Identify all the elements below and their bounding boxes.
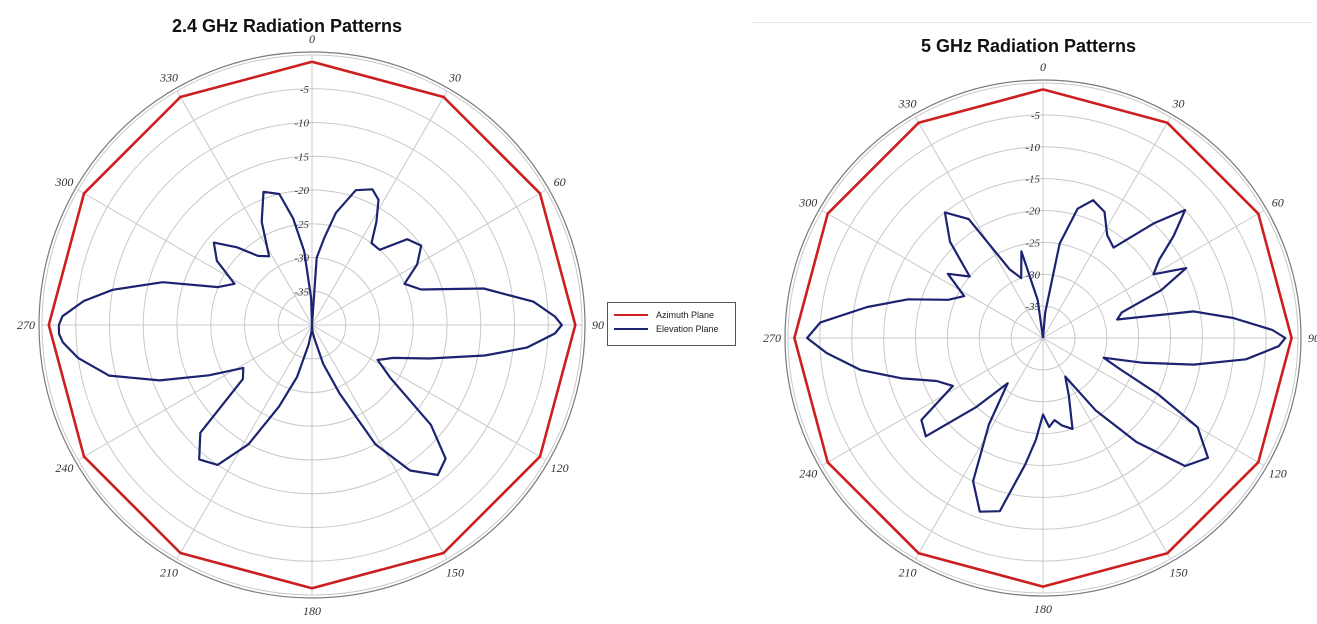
angle-tick-label-120: 120 (551, 461, 569, 475)
grid-spoke (311, 324, 448, 560)
radial-tick-label-15: -15 (1025, 174, 1040, 186)
angle-tick-label-60: 60 (554, 175, 566, 189)
series-line-azimuth-plane (47, 60, 577, 590)
grid-spoke (1042, 337, 1171, 560)
polar-plot-2-4ghz: 0 30 60 90 120 150 180 210 240 270 300 330 -5 -10 -15 -… (17, 32, 604, 618)
series-line-elevation-plane (806, 199, 1287, 513)
angle-tick-label-330: 330 (898, 96, 917, 110)
radial-tick-label-35: -35 (294, 286, 309, 298)
angle-tick-label-210: 210 (899, 566, 917, 580)
angle-tick-label-30: 30 (1172, 96, 1185, 110)
radial-tick-label-20: -20 (1025, 206, 1040, 218)
grid-spoke (77, 189, 313, 326)
grid-spoke (77, 324, 313, 461)
radial-tick-label-20: -20 (294, 185, 309, 197)
angle-tick-label-180: 180 (1034, 602, 1052, 616)
angle-tick-label-60: 60 (1272, 196, 1284, 210)
figure-top-rule (752, 22, 1312, 23)
legend-item-azimuth: Azimuth Plane (614, 308, 731, 322)
radial-tick-label-30: -30 (294, 253, 309, 265)
outer-ring (784, 79, 1302, 597)
radial-tick-label-5: -5 (300, 84, 310, 96)
angle-tick-label-150: 150 (446, 566, 464, 580)
legend-swatch-azimuth (614, 314, 648, 316)
radial-tick-label-35: -35 (1025, 301, 1040, 313)
angle-tick-label-270: 270 (763, 331, 781, 345)
angle-tick-label-0: 0 (309, 32, 315, 46)
radial-tick-label-25: -25 (1025, 237, 1040, 249)
angle-tick-label-210: 210 (160, 566, 178, 580)
angle-tick-label-120: 120 (1269, 467, 1287, 481)
polar-chart-5ghz: 0 30 60 90 120 150 180 210 240 270 300 330 -5 -10 -15 -… (740, 0, 1317, 619)
grid-spoke (915, 116, 1044, 339)
radial-tick-label-15: -15 (294, 151, 309, 163)
legend: Azimuth Plane Elevation Plane (607, 302, 736, 346)
legend-label-azimuth: Azimuth Plane (656, 310, 715, 320)
outer-ring (38, 51, 586, 599)
legend-label-elevation: Elevation Plane (656, 324, 719, 334)
chart-title-5ghz: 5 GHz Radiation Patterns (921, 36, 1137, 56)
radial-tick-label-5: -5 (1031, 110, 1041, 122)
radial-tick-label-10: -10 (294, 118, 309, 130)
angle-tick-label-90: 90 (1308, 331, 1317, 345)
polar-plot-5ghz: 0 30 60 90 120 150 180 210 240 270 300 330 -5 -10 -15 -… (763, 60, 1317, 616)
grid-spoke (821, 210, 1044, 339)
angle-tick-label-0: 0 (1040, 60, 1046, 74)
angle-tick-label-180: 180 (303, 604, 321, 618)
angle-tick-label-30: 30 (448, 70, 461, 84)
angle-tick-label-150: 150 (1170, 566, 1188, 580)
angle-tick-label-90: 90 (592, 318, 604, 332)
series-line-elevation-plane (57, 188, 563, 477)
angle-tick-label-270: 270 (17, 318, 35, 332)
angle-tick-label-240: 240 (799, 467, 817, 481)
legend-item-elevation: Elevation Plane (614, 322, 731, 336)
grid-spoke (821, 337, 1044, 466)
radial-tick-label-10: -10 (1025, 142, 1040, 154)
grid-spoke (915, 337, 1044, 560)
grid-spoke (311, 189, 547, 326)
grid-spoke (1042, 337, 1265, 466)
series-line-azimuth-plane (793, 88, 1293, 588)
grid-spoke (311, 324, 547, 461)
chart-title-2-4ghz: 2.4 GHz Radiation Patterns (172, 16, 403, 36)
grid-spoke (311, 90, 448, 326)
legend-swatch-elevation (614, 328, 648, 330)
angle-tick-label-300: 300 (54, 175, 73, 189)
radial-tick-label-25: -25 (294, 219, 309, 231)
angle-tick-label-330: 330 (159, 70, 178, 84)
grid-spoke (176, 90, 313, 326)
grid-spoke (176, 324, 313, 560)
polar-chart-2-4ghz: 0 30 60 90 120 150 180 210 240 270 300 330 -5 -10 -15 -… (0, 0, 620, 619)
angle-tick-label-240: 240 (55, 461, 73, 475)
angle-tick-label-300: 300 (798, 196, 817, 210)
